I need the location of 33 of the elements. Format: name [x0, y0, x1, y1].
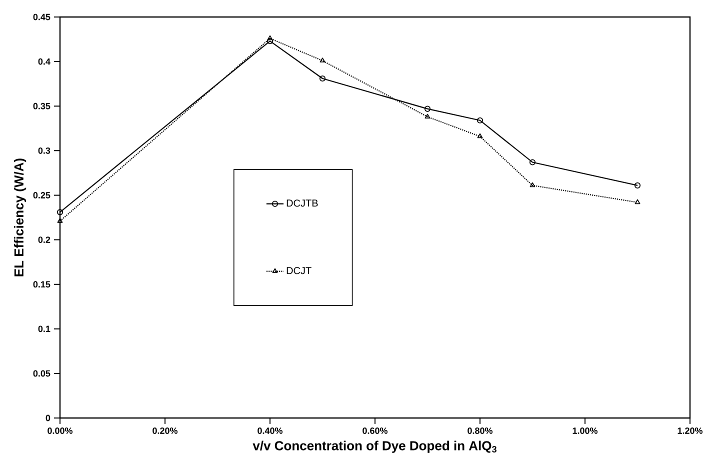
- point: [424, 114, 430, 119]
- y-tick-label: 0.2: [38, 236, 50, 243]
- x-tick-label: 0.40%: [258, 428, 283, 434]
- x-tick-label: 1.00%: [572, 428, 598, 434]
- y-tick-label: 0.45: [33, 14, 50, 20]
- point: [634, 199, 640, 204]
- y-tick-label: 0.15: [33, 281, 50, 288]
- y-tick-label: 0: [46, 414, 50, 422]
- point: [424, 106, 431, 112]
- y-tick-label: 0.3: [38, 147, 50, 154]
- y-tick-label: 0.05: [33, 370, 50, 377]
- y-tick-label: 0.1: [38, 326, 50, 332]
- y-axis-title: EL Efficiency (W/A): [14, 158, 26, 276]
- x-tick-label: 1.20%: [678, 428, 703, 434]
- y-tick-label: 0.35: [33, 102, 50, 110]
- legend-label: DCJT: [286, 267, 312, 274]
- y-tick-label: 0.4: [38, 58, 50, 65]
- y-tick-label: 0.25: [33, 192, 50, 198]
- x-tick-label: 0.60%: [362, 428, 388, 434]
- point: [320, 58, 326, 62]
- x-tick-label: 0.20%: [152, 428, 178, 434]
- point: [530, 182, 536, 188]
- x-tick-label: 0.00%: [48, 428, 73, 434]
- point: [266, 38, 274, 44]
- point: [529, 159, 536, 166]
- point: [267, 35, 273, 40]
- x-tick-label: 0.80%: [468, 428, 493, 434]
- point: [57, 218, 63, 223]
- legend-label: DCJTB: [286, 200, 318, 207]
- point: [476, 117, 484, 124]
- point: [319, 75, 326, 82]
- point: [477, 133, 483, 138]
- x-axis-title: v/v Concentration of Dye Doped in AlQ$_{3}$: [252, 440, 496, 453]
